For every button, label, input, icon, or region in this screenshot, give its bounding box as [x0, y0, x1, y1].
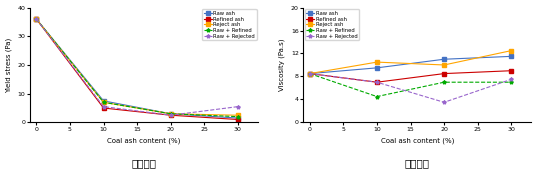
X-axis label: Coal ash content (%): Coal ash content (%): [381, 137, 454, 144]
Refined ash: [441, 73, 447, 75]
Refined ash: [168, 114, 174, 116]
Reject ash: [508, 50, 514, 52]
Raw ash: [235, 117, 241, 119]
Raw ash: [307, 73, 313, 75]
Raw + Refined: [168, 113, 174, 115]
Raw ash: [100, 100, 107, 102]
Line: Refined ash: Refined ash: [34, 17, 240, 122]
Raw + Rejected: [235, 106, 241, 108]
Raw + Refined: [441, 81, 447, 83]
Legend: Raw ash, Refined ash, Reject ash, Raw + Refined, Raw + Rejected: Raw ash, Refined ash, Reject ash, Raw + …: [304, 9, 359, 40]
Line: Raw + Refined: Raw + Refined: [34, 17, 240, 119]
Refined ash: [100, 107, 107, 109]
Raw + Refined: [374, 96, 380, 98]
X-axis label: Coal ash content (%): Coal ash content (%): [107, 137, 180, 144]
Reject ash: [441, 64, 447, 66]
Reject ash: [235, 114, 241, 116]
Legend: Raw ash, Refined ash, Reject ash, Raw + Refined, Raw + Rejected: Raw ash, Refined ash, Reject ash, Raw + …: [202, 9, 257, 40]
Raw ash: [33, 18, 40, 20]
Raw + Rejected: [374, 81, 380, 83]
Raw + Rejected: [100, 106, 107, 108]
Refined ash: [508, 70, 514, 72]
Line: Raw ash: Raw ash: [308, 54, 513, 75]
Text: 항복응력: 항복응력: [132, 158, 156, 168]
Line: Refined ash: Refined ash: [308, 69, 513, 84]
Raw + Refined: [33, 18, 40, 20]
Reject ash: [33, 18, 40, 20]
Reject ash: [100, 101, 107, 103]
Refined ash: [235, 118, 241, 121]
Raw + Refined: [100, 101, 107, 103]
Y-axis label: Yield stress (Pa): Yield stress (Pa): [5, 37, 12, 93]
Line: Raw + Rejected: Raw + Rejected: [308, 72, 513, 104]
Raw ash: [508, 55, 514, 57]
Raw ash: [374, 67, 380, 69]
Line: Reject ash: Reject ash: [34, 17, 240, 117]
Line: Raw ash: Raw ash: [34, 17, 240, 120]
Reject ash: [374, 61, 380, 63]
Refined ash: [307, 73, 313, 75]
Raw + Rejected: [441, 101, 447, 103]
Reject ash: [168, 113, 174, 115]
Raw + Rejected: [508, 78, 514, 80]
Raw + Refined: [508, 81, 514, 83]
Raw + Refined: [307, 73, 313, 75]
Refined ash: [33, 18, 40, 20]
Refined ash: [374, 81, 380, 83]
Y-axis label: Viscosity (Pa.s): Viscosity (Pa.s): [279, 39, 286, 91]
Raw ash: [441, 58, 447, 60]
Line: Raw + Refined: Raw + Refined: [308, 72, 513, 98]
Raw + Refined: [235, 116, 241, 118]
Raw ash: [168, 113, 174, 115]
Line: Reject ash: Reject ash: [308, 49, 513, 75]
Line: Raw + Rejected: Raw + Rejected: [34, 17, 240, 117]
Raw + Rejected: [168, 114, 174, 116]
Raw + Rejected: [33, 18, 40, 20]
Reject ash: [307, 73, 313, 75]
Raw + Rejected: [307, 73, 313, 75]
Text: 소성점도: 소성점도: [405, 158, 430, 168]
